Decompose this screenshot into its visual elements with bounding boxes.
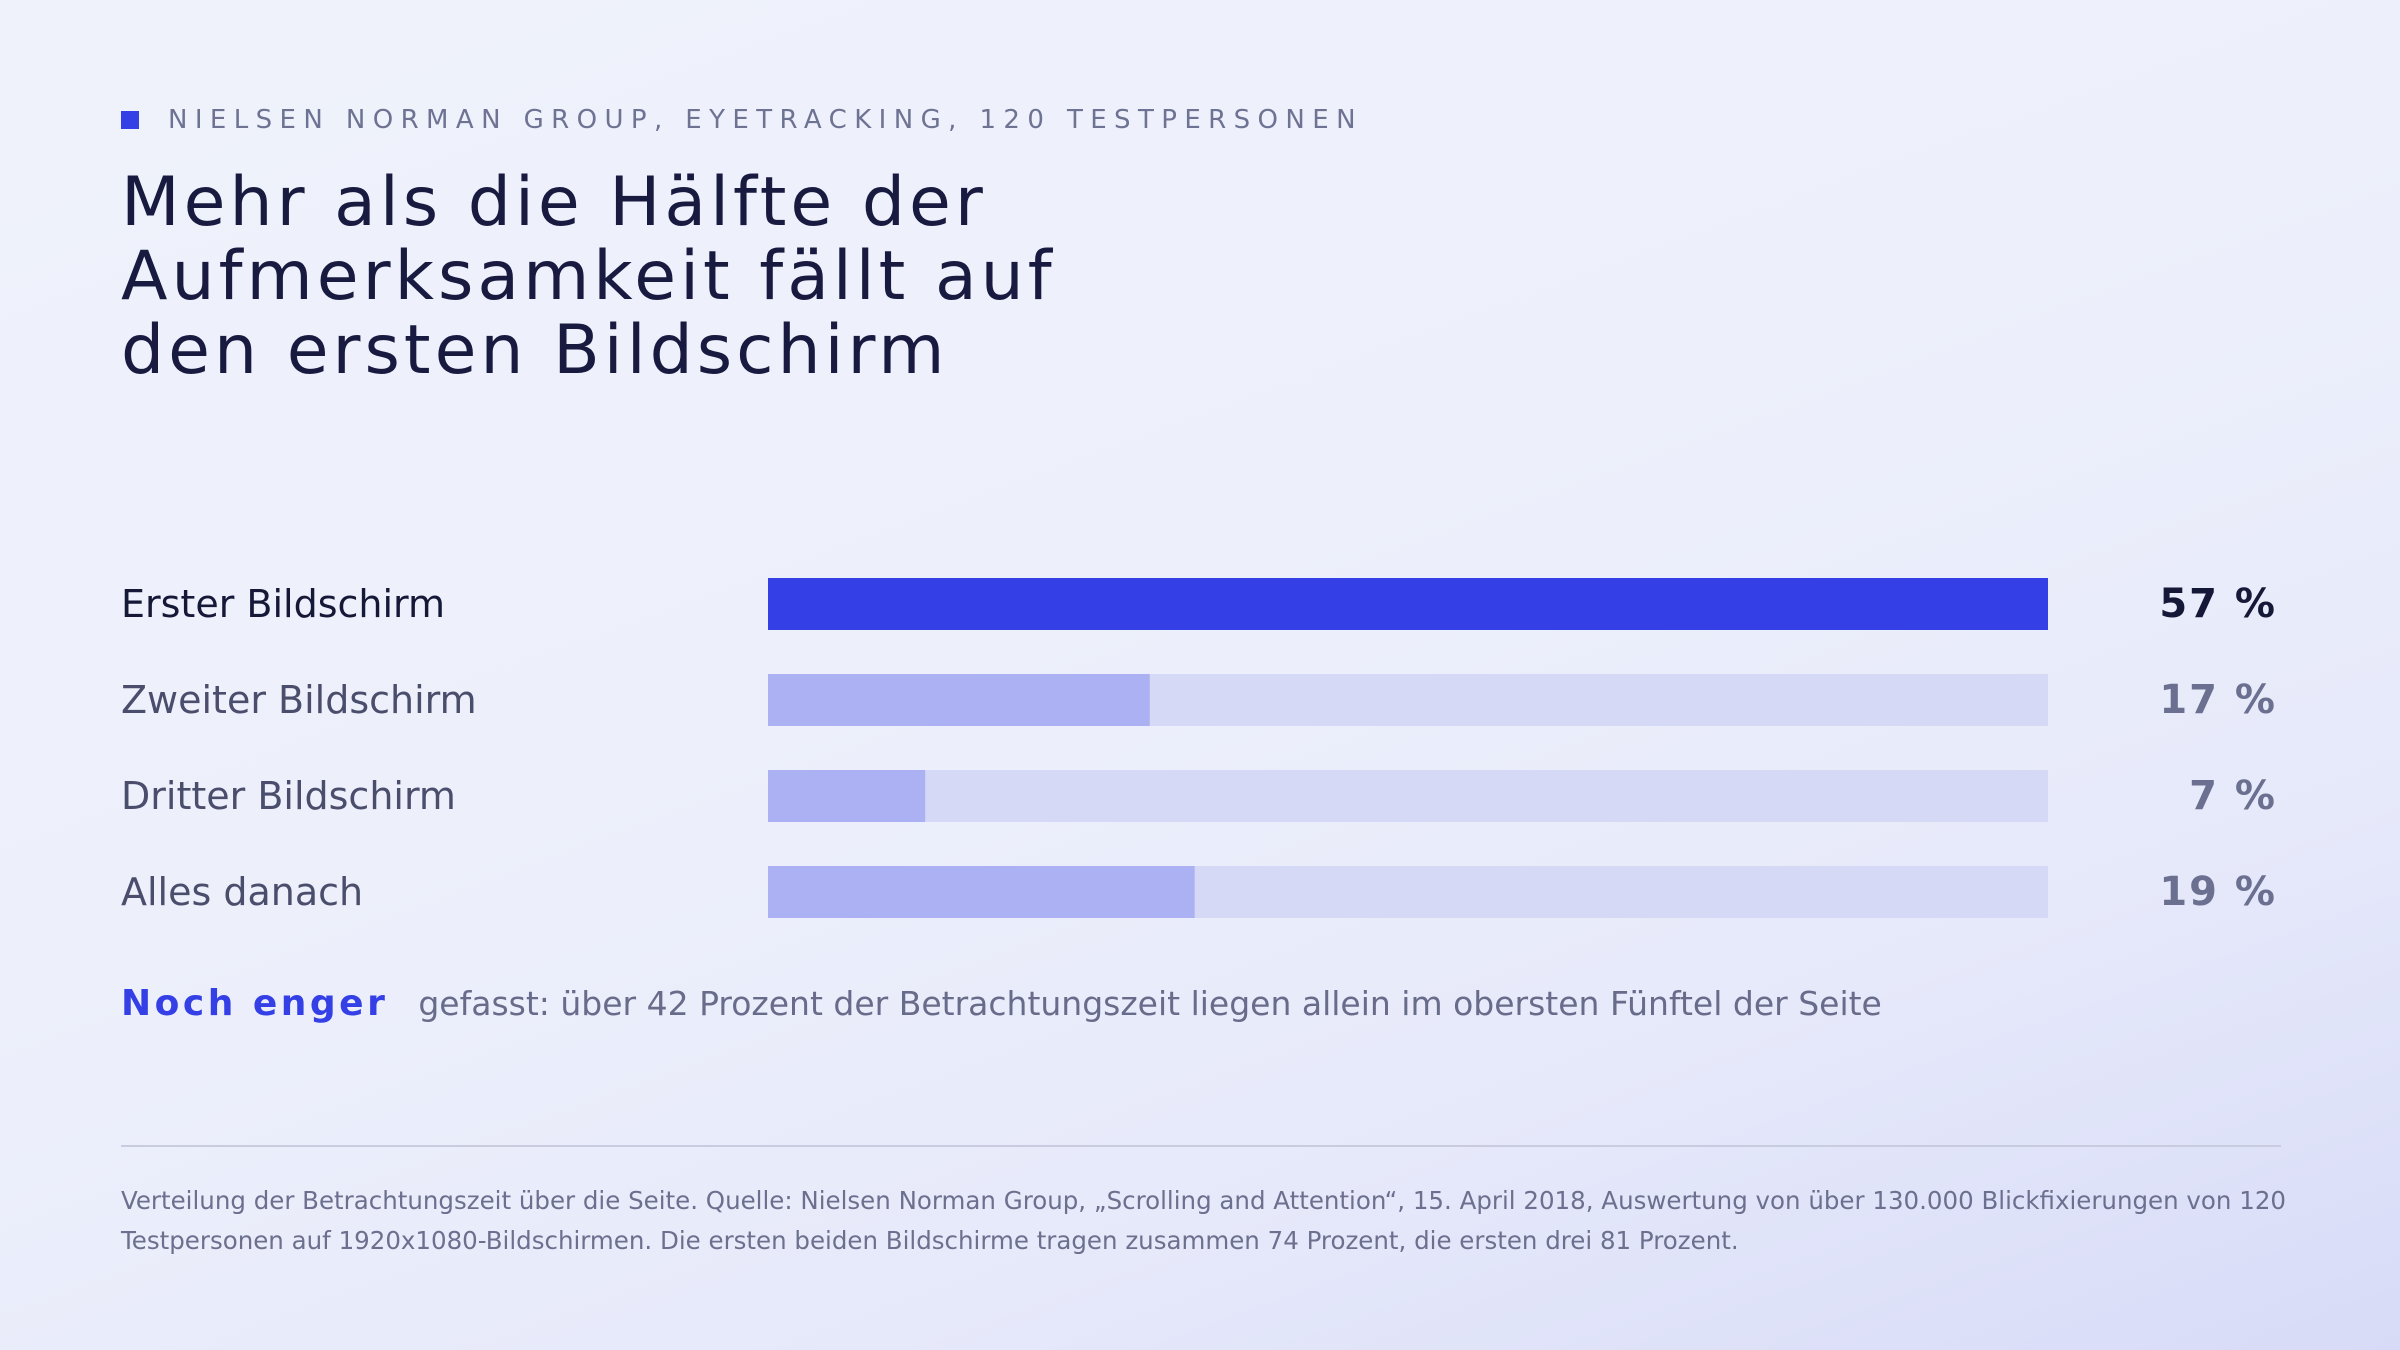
bar-value-label: 57 % bbox=[2159, 581, 2277, 627]
bar-track bbox=[768, 770, 2048, 822]
bar-label: Dritter Bildschirm bbox=[121, 774, 456, 818]
eyebrow-text: NIELSEN NORMAN GROUP, EYETRACKING, 120 T… bbox=[168, 105, 1363, 135]
bar bbox=[768, 770, 926, 822]
eyebrow: NIELSEN NORMAN GROUP, EYETRACKING, 120 T… bbox=[121, 102, 1363, 138]
note-text: gefasst: über 42 Prozent der Betrachtung… bbox=[418, 983, 1882, 1023]
bar-chart: Erster Bildschirm 57 % Zweiter Bildschirm 1… bbox=[121, 578, 2277, 918]
bar bbox=[768, 674, 1150, 726]
page-title: Mehr als die Hälfte der Aufmerksamkeit f… bbox=[121, 166, 1321, 388]
title-line-1: Mehr als die Hälfte der bbox=[121, 163, 987, 242]
bar-label: Zweiter Bildschirm bbox=[121, 678, 477, 722]
bar-value-label: 7 % bbox=[2189, 773, 2277, 819]
bar-label: Erster Bildschirm bbox=[121, 582, 445, 626]
bar-label: Alles danach bbox=[121, 870, 363, 914]
note-emphasis: Noch enger bbox=[121, 982, 389, 1024]
bar bbox=[768, 866, 1195, 918]
insight-note: Noch enger gefasst: über 42 Prozent der … bbox=[121, 978, 1882, 1028]
title-line-2: Aufmerksamkeit fällt auf bbox=[121, 237, 1056, 316]
divider bbox=[121, 1145, 2281, 1147]
bar-value-label: 19 % bbox=[2159, 869, 2277, 915]
title-line-3: den ersten Bildschirm bbox=[121, 311, 949, 390]
accent-square-icon bbox=[121, 111, 139, 129]
bar bbox=[768, 578, 2048, 630]
bar-value-label: 17 % bbox=[2159, 677, 2277, 723]
source-caption: Verteilung der Betrachtungszeit über die… bbox=[121, 1186, 2286, 1255]
